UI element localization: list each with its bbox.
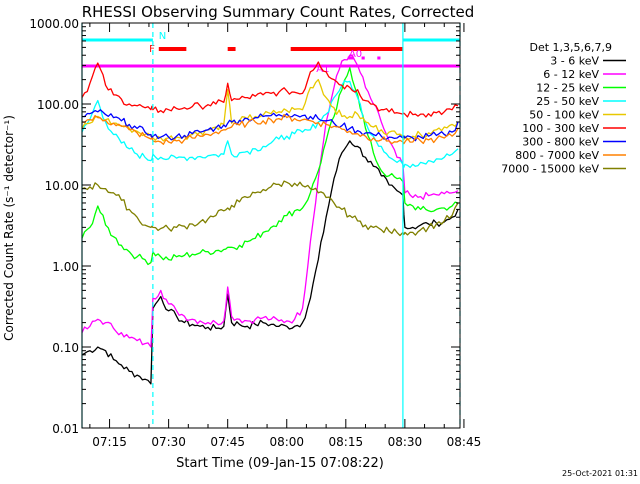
series-lines [81,54,459,385]
series-line [81,54,459,348]
series-line [81,80,459,169]
legend-title: Det 1,3,5,6,7,9 [529,41,612,54]
legend-entry-label: 6 - 12 keV [543,68,599,81]
state-bar-segment [290,47,403,51]
legend-entry-label: 300 - 800 keV [522,136,599,149]
y-axis-label: Corrected Count Rate (s⁻¹ detector⁻¹) [2,115,16,341]
series-line [81,109,459,142]
y-tick-label: 100.00 [37,98,79,112]
legend-entry-label: 3 - 6 keV [550,55,599,68]
legend-entry-label: 100 - 300 keV [522,122,599,135]
vertical-markers [81,23,461,428]
x-tick-label: 08:15 [329,435,364,449]
x-tick-label: 08:00 [269,435,304,449]
x-tick-label: 07:45 [210,435,245,449]
plot-frame [81,22,461,429]
state-bar-label: F [149,44,155,55]
y-tick-label: 0.01 [52,422,79,436]
series-line [81,140,459,385]
series-line [81,113,459,145]
y-tick-label: 1000.00 [29,17,79,31]
series-line [81,78,459,142]
state-bar-segment [227,47,236,51]
legend-entry-label: 7000 - 15000 keV [501,163,599,176]
series-line [81,180,459,237]
state-bar-segment [82,64,460,68]
legend-entry-label: 50 - 100 keV [529,109,599,122]
state-bar-label: A0 [349,49,362,60]
state-bar-segment [347,56,354,60]
x-tick-label: 08:45 [447,435,482,449]
state-bar-segment [158,47,187,51]
state-bar-label: N [159,31,166,42]
state-bar-segment [361,56,365,60]
series-line [81,67,459,266]
x-tick-label: 07:15 [92,435,127,449]
x-axis-label: Start Time (09-Jan-15 07:08:22) [176,456,384,471]
x-tick-label: 08:30 [388,435,423,449]
y-tick-label: 0.10 [52,341,79,355]
series-line [81,61,459,118]
state-bar-segment [377,56,381,60]
state-bar-segment [82,38,153,42]
legend-entry-label: 25 - 50 keV [536,95,599,108]
y-tick-label: 10.00 [45,179,79,193]
state-bar-segment [402,38,460,42]
chart-title: RHESSI Observing Summary Count Rates, Co… [82,3,475,21]
legend-entry-label: 12 - 25 keV [536,82,599,95]
legend-entry-label: 800 - 7000 keV [515,149,599,162]
y-tick-label: 1.00 [52,260,79,274]
plot-axes: 1000.00 100.00 10.00 1.00 0.10 0.01 07:15 07:30… [29,17,481,449]
date-stamp: 25-Oct-2021 01:31 [562,469,638,478]
x-tick-label: 07:30 [151,435,186,449]
